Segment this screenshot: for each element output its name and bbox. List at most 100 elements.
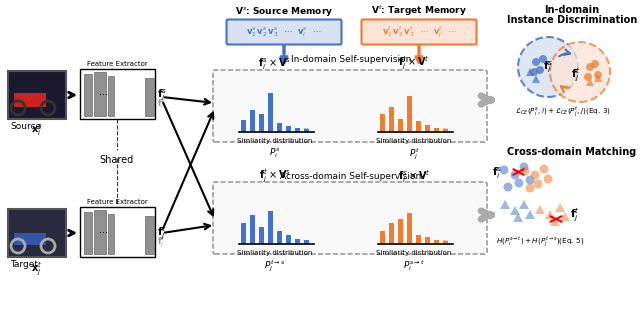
- FancyBboxPatch shape: [80, 207, 155, 257]
- Circle shape: [540, 164, 548, 174]
- Text: $\mathbf{f}_j^t$: $\mathbf{f}_j^t$: [571, 66, 581, 84]
- Text: $\mathbf{f}_j^t \times \mathbf{V}^t$: $\mathbf{f}_j^t \times \mathbf{V}^t$: [398, 54, 430, 72]
- Circle shape: [499, 165, 509, 175]
- Text: $\mathbf{V}^s$: Source Memory: $\mathbf{V}^s$: Source Memory: [235, 5, 333, 18]
- Text: Similarity distribution: Similarity distribution: [237, 250, 313, 256]
- Polygon shape: [513, 213, 523, 222]
- Text: $\mathbf{f}_j^t$: $\mathbf{f}_j^t$: [157, 234, 165, 250]
- Bar: [250, 110, 255, 132]
- Bar: [277, 123, 282, 132]
- Circle shape: [525, 175, 534, 185]
- Text: Across-domain Self-supervision: Across-domain Self-supervision: [280, 172, 422, 181]
- FancyBboxPatch shape: [227, 20, 342, 44]
- Text: Shared: Shared: [100, 155, 134, 165]
- Bar: [407, 96, 412, 132]
- Text: $\mathbf{v}_1^t\,\mathbf{v}_2^t\,\mathbf{v}_3^t$  $\cdots$  $\mathbf{v}_j^t$  $\: $\mathbf{v}_1^t\,\mathbf{v}_2^t\,\mathbf…: [381, 24, 456, 40]
- Bar: [259, 227, 264, 244]
- Bar: [416, 121, 421, 132]
- Circle shape: [530, 68, 538, 76]
- Text: ...: ...: [303, 124, 309, 130]
- Bar: [108, 214, 114, 254]
- Text: $\mathbf{f}_i^s$: $\mathbf{f}_i^s$: [543, 59, 553, 75]
- Bar: [241, 223, 246, 244]
- Polygon shape: [594, 74, 602, 82]
- Bar: [398, 219, 403, 244]
- FancyBboxPatch shape: [362, 20, 477, 44]
- Bar: [380, 114, 385, 132]
- Text: $P_j^{t \rightarrow s}$: $P_j^{t \rightarrow s}$: [264, 258, 285, 273]
- Circle shape: [591, 60, 599, 68]
- Text: $P_i^{s \rightarrow t}$: $P_i^{s \rightarrow t}$: [403, 258, 425, 273]
- Text: ...: ...: [442, 124, 449, 130]
- Text: ...: ...: [99, 225, 108, 235]
- Bar: [286, 235, 291, 244]
- Polygon shape: [560, 212, 570, 221]
- Text: $P_i^s$: $P_i^s$: [269, 146, 281, 159]
- FancyBboxPatch shape: [80, 69, 155, 119]
- Text: Cross-domain Matching: Cross-domain Matching: [508, 147, 637, 157]
- Text: In-domain: In-domain: [545, 5, 600, 15]
- Circle shape: [504, 182, 513, 192]
- Circle shape: [520, 163, 529, 171]
- Bar: [304, 240, 309, 244]
- Polygon shape: [519, 200, 529, 209]
- Circle shape: [586, 63, 594, 71]
- Polygon shape: [535, 205, 545, 214]
- Bar: [84, 74, 92, 116]
- Circle shape: [515, 179, 524, 187]
- Circle shape: [594, 71, 602, 79]
- Circle shape: [550, 42, 610, 102]
- Text: ...: ...: [99, 87, 108, 97]
- Text: Feature Extractor: Feature Extractor: [87, 61, 148, 67]
- Text: In-domain Self-supervision: In-domain Self-supervision: [291, 54, 411, 64]
- Text: $\mathbf{f}_j^t \times \mathbf{V}^s$: $\mathbf{f}_j^t \times \mathbf{V}^s$: [259, 168, 291, 185]
- Polygon shape: [532, 75, 540, 83]
- Polygon shape: [525, 210, 535, 219]
- Bar: [425, 125, 430, 132]
- Bar: [84, 212, 92, 254]
- Bar: [443, 129, 448, 132]
- Text: $\mathbf{f}_j^t$: $\mathbf{f}_j^t$: [570, 206, 580, 224]
- Text: $\mathbf{x}_i^s$: $\mathbf{x}_i^s$: [31, 123, 43, 138]
- Bar: [304, 129, 309, 132]
- Bar: [407, 213, 412, 244]
- Bar: [241, 120, 246, 132]
- Polygon shape: [526, 68, 534, 76]
- Text: Feature Extractor: Feature Extractor: [87, 199, 148, 205]
- Bar: [94, 210, 106, 254]
- Polygon shape: [586, 78, 594, 86]
- Bar: [434, 239, 439, 244]
- Polygon shape: [510, 206, 520, 215]
- Text: $\mathbf{x}_j^t$: $\mathbf{x}_j^t$: [31, 261, 43, 278]
- Circle shape: [531, 170, 540, 180]
- Bar: [398, 119, 403, 132]
- Circle shape: [534, 180, 543, 188]
- Circle shape: [520, 167, 529, 175]
- Text: $\mathbf{f}_j^t$: $\mathbf{f}_j^t$: [157, 224, 166, 242]
- Circle shape: [584, 73, 592, 81]
- Text: $H(P_i^{s\rightarrow t}) + H(P_j^{t\rightarrow s})$(Eq. 5): $H(P_i^{s\rightarrow t}) + H(P_j^{t\righ…: [496, 235, 584, 249]
- Polygon shape: [550, 217, 560, 226]
- Bar: [295, 128, 300, 132]
- Polygon shape: [555, 203, 565, 212]
- FancyBboxPatch shape: [213, 182, 487, 254]
- Text: $\mathbf{f}_i^s \times \mathbf{V}^t$: $\mathbf{f}_i^s \times \mathbf{V}^t$: [397, 168, 430, 185]
- Circle shape: [532, 58, 540, 66]
- Circle shape: [543, 175, 552, 184]
- Text: $\mathbf{f}_i^s \times \mathbf{V}^s$: $\mathbf{f}_i^s \times \mathbf{V}^s$: [259, 57, 292, 72]
- Text: $\mathbf{f}_i^s$: $\mathbf{f}_i^s$: [157, 97, 166, 111]
- Text: ...: ...: [442, 236, 449, 242]
- Text: $\mathbf{v}_1^s\,\mathbf{v}_2^s\,\mathbf{v}_3^s$  $\cdots$  $\mathbf{v}_i^s$  $\: $\mathbf{v}_1^s\,\mathbf{v}_2^s\,\mathbf…: [246, 25, 322, 39]
- Bar: [416, 235, 421, 244]
- Bar: [14, 233, 46, 245]
- Text: Instance Discrimination: Instance Discrimination: [507, 15, 637, 25]
- Bar: [145, 78, 154, 116]
- Bar: [389, 223, 394, 244]
- Bar: [380, 231, 385, 244]
- Text: $\mathbf{V}^t$: Target Memory: $\mathbf{V}^t$: Target Memory: [371, 3, 467, 18]
- Text: $\mathbf{f}_i^s$: $\mathbf{f}_i^s$: [492, 165, 502, 181]
- Text: ...: ...: [303, 236, 309, 242]
- Circle shape: [525, 184, 534, 192]
- FancyBboxPatch shape: [8, 71, 66, 119]
- Bar: [145, 216, 154, 254]
